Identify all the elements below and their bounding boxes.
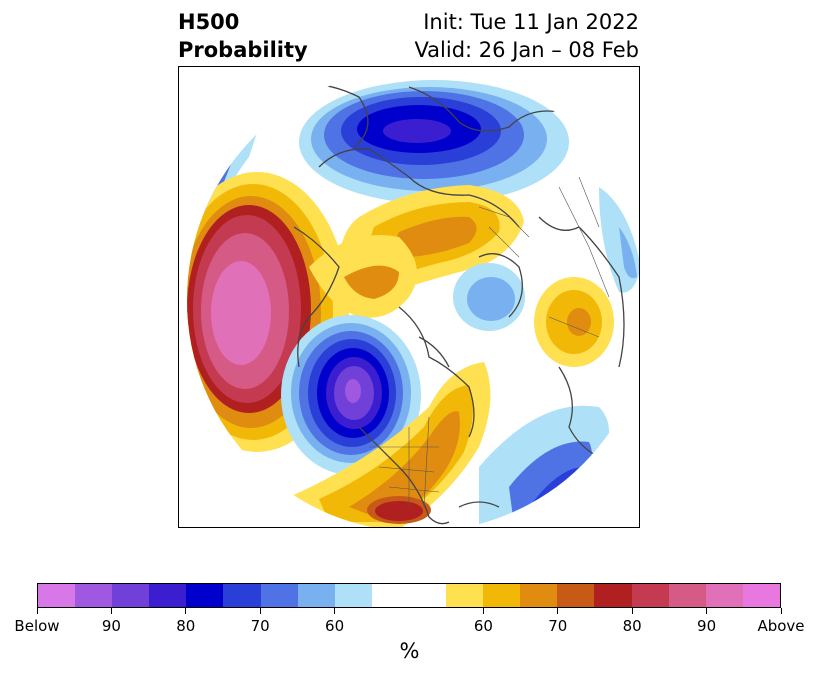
colorbar-tick	[780, 608, 782, 614]
colorbar-segment	[112, 584, 150, 607]
atlantic-low	[479, 405, 609, 527]
title-variable: H500	[178, 10, 240, 34]
colorbar-segment	[38, 584, 76, 607]
colorbar-segment	[520, 584, 558, 607]
canada-low	[281, 315, 421, 475]
colorbar-segment	[334, 584, 372, 607]
colorbar	[37, 583, 781, 608]
colorbar-tick-label: 60	[473, 617, 493, 635]
colorbar-segment	[408, 584, 447, 607]
colorbar-segment	[446, 584, 484, 607]
borders	[369, 176, 610, 508]
colorbar-tick	[110, 608, 112, 614]
us-high	[289, 362, 491, 527]
scandinavia-low	[453, 263, 525, 331]
east-asia-low	[599, 187, 639, 293]
colorbar-segment	[483, 584, 521, 607]
map-dates: Init: Tue 11 Jan 2022 Valid: 26 Jan – 08…	[414, 8, 639, 64]
colorbar-segment	[594, 584, 632, 607]
colorbar-segment	[742, 584, 780, 607]
colorbar-segment	[557, 584, 595, 607]
colorbar-tick	[706, 608, 708, 614]
colorbar-tick-label: 80	[622, 617, 642, 635]
colorbar-segment	[705, 584, 743, 607]
colorbar-tick-label: 80	[176, 617, 196, 635]
colorbar-segment	[297, 584, 335, 607]
colorbar-tick-label: 60	[325, 617, 345, 635]
colorbar-segment	[186, 584, 224, 607]
colorbar-tick	[185, 608, 187, 614]
colorbar-tick-label: 90	[101, 617, 121, 635]
colorbar-segment	[75, 584, 113, 607]
colorbar-tick	[334, 608, 336, 614]
colorbar-segment	[371, 584, 409, 607]
map-panel	[178, 66, 640, 528]
colorbar-tick-label: 70	[250, 617, 270, 635]
colorbar-tick-label: 70	[548, 617, 568, 635]
colorbar-segment	[260, 584, 298, 607]
colorbar-segment	[631, 584, 669, 607]
colorbar-tick-label: Below	[14, 617, 60, 635]
colorbar-tick	[557, 608, 559, 614]
colorbar-ticks	[36, 608, 782, 616]
probability-map	[187, 80, 639, 527]
colorbar-tick	[259, 608, 261, 614]
valid-range: Valid: 26 Jan – 08 Feb	[414, 38, 639, 62]
colorbar-tick	[36, 608, 38, 614]
asia-high	[534, 277, 614, 367]
colorbar-segment	[149, 584, 187, 607]
anomaly-layers	[187, 80, 639, 527]
title-product: Probability	[178, 38, 308, 62]
colorbar-tick-label: 90	[697, 617, 717, 635]
colorbar-tick-label: Above	[757, 617, 805, 635]
colorbar-segment	[668, 584, 706, 607]
colorbar-tick	[631, 608, 633, 614]
arctic-bridge-core	[344, 265, 399, 299]
colorbar-unit: %	[399, 639, 420, 663]
init-date: Init: Tue 11 Jan 2022	[423, 10, 639, 34]
map-title: H500 Probability	[178, 8, 308, 64]
colorbar-tick	[482, 608, 484, 614]
colorbar-segment	[223, 584, 261, 607]
